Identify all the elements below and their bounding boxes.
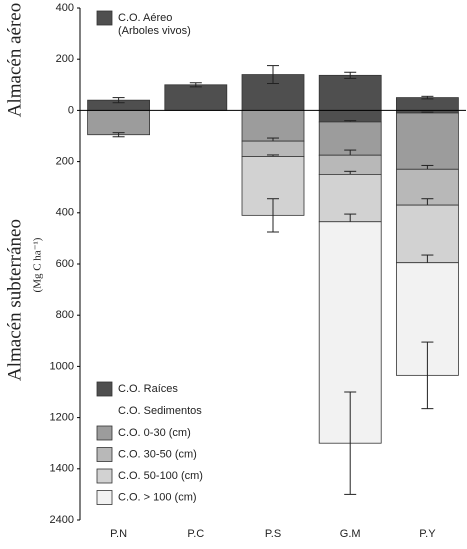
y-tick-label: 400 (56, 207, 74, 219)
error-bar (421, 95, 434, 100)
bar-segment (395, 262, 459, 376)
y-unit: (Mg C ha⁻¹) (32, 237, 44, 292)
y-label-bottom: Almacén subterráneo (4, 219, 25, 381)
legend-label: C.O. > 100 (cm) (118, 491, 197, 503)
error-bar (189, 82, 202, 88)
legend-label: C.O. Raíces (118, 383, 178, 395)
error-bar (112, 132, 125, 138)
legend-label: C.O. 50-100 (cm) (118, 470, 203, 482)
y-tick-label: 1400 (50, 463, 74, 475)
y-tick-label: 600 (56, 258, 74, 270)
legend-subheading: C.O. Sedimentos (118, 405, 202, 417)
y-tick-label: 2400 (50, 514, 74, 526)
bar-segment (241, 140, 305, 157)
y-tick-label: 1000 (50, 360, 74, 372)
legend-swatch (96, 490, 113, 505)
error-bar (112, 97, 125, 104)
x-tick-label: G.M (340, 528, 361, 540)
bar-segment (164, 84, 228, 111)
error-bar (267, 198, 279, 233)
y-tick-label: 200 (56, 53, 74, 65)
legend-label: C.O. Aéreo (118, 12, 172, 24)
x-tick-label: P.N (110, 528, 127, 540)
x-tick-label: P.C (187, 528, 204, 540)
y-tick-label: 200 (56, 156, 74, 168)
y-tick-label: 800 (56, 309, 74, 321)
bar-segment (395, 97, 459, 111)
bar-segment (395, 112, 459, 170)
bar-segment (395, 204, 459, 264)
x-tick-label: P.S (265, 528, 281, 540)
legend-swatch (96, 381, 113, 397)
bar-segment (241, 110, 305, 142)
y-label-top: Almacén aéreo (4, 3, 25, 117)
error-bar (344, 71, 357, 79)
legend-note: (Arboles vivos) (118, 25, 191, 37)
bar-segment (318, 74, 382, 111)
error-bar (344, 391, 357, 495)
error-bar (267, 65, 279, 85)
y-tick-label: 0 (68, 104, 74, 116)
legend-label: C.O. 0-30 (cm) (118, 427, 191, 439)
error-bar (421, 341, 434, 410)
legend-label: C.O. 30-50 (cm) (118, 448, 197, 460)
bar-segment (87, 110, 150, 136)
legend-swatch (96, 468, 113, 484)
legend-swatch (96, 447, 113, 462)
y-tick-label: 400 (56, 2, 74, 14)
y-tick-label: 1200 (50, 412, 74, 424)
legend-swatch (96, 425, 113, 441)
legend-swatch (96, 10, 113, 26)
x-tick-label: P.Y (419, 528, 436, 540)
